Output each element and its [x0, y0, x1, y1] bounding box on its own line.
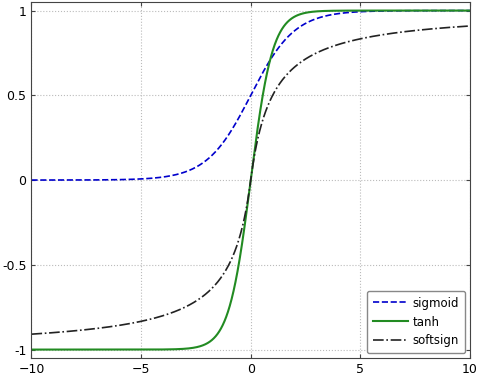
softsign: [216, 279, 221, 283]
softsign: [29, 332, 35, 336]
softsign: [79, 328, 84, 332]
sigmoid: [29, 178, 35, 182]
sigmoid: [216, 146, 221, 150]
softsign: [458, 24, 464, 29]
softsign: [105, 325, 110, 329]
Line: sigmoid: sigmoid: [32, 11, 470, 180]
sigmoid: [197, 163, 203, 167]
Line: softsign: softsign: [32, 26, 470, 334]
tanh: [458, 8, 464, 13]
softsign: [467, 24, 473, 28]
softsign: [197, 296, 203, 301]
tanh: [216, 330, 221, 335]
tanh: [411, 8, 417, 13]
Line: tanh: tanh: [32, 11, 470, 350]
tanh: [197, 344, 203, 349]
sigmoid: [105, 178, 110, 182]
softsign: [411, 28, 417, 33]
sigmoid: [467, 8, 473, 13]
tanh: [79, 347, 84, 352]
tanh: [467, 8, 473, 13]
tanh: [105, 347, 110, 352]
sigmoid: [79, 178, 84, 182]
tanh: [29, 347, 35, 352]
sigmoid: [411, 8, 417, 13]
Legend: sigmoid, tanh, softsign: sigmoid, tanh, softsign: [367, 291, 465, 353]
sigmoid: [458, 8, 464, 13]
